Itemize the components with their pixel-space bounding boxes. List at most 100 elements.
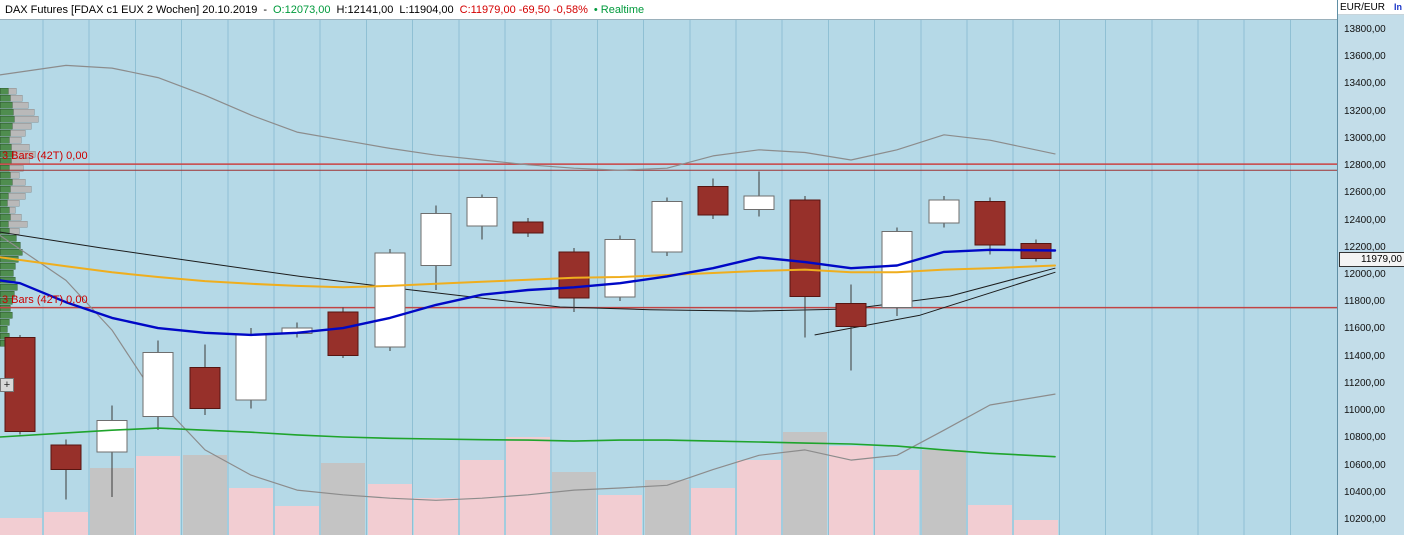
volume-bar [552, 472, 596, 535]
candle-up [604, 239, 636, 298]
price-axis-label: 10400,00 [1344, 486, 1386, 498]
volume-bar [0, 518, 42, 535]
price-axis-label: 13800,00 [1344, 24, 1386, 35]
volume-profile-bar-gray [0, 192, 26, 200]
candle-up [142, 352, 174, 418]
candle-up [651, 201, 683, 253]
volume-profile-bar-green [0, 276, 16, 284]
volume-profile-bar-gray [0, 220, 28, 228]
high-value: H:12141,00 [336, 3, 394, 16]
candle-up [420, 213, 452, 266]
candle-up [928, 199, 960, 224]
bollinger-upper-line [0, 64, 1056, 171]
price-axis-label: 10200,00 [1344, 514, 1386, 525]
volume-bar [875, 470, 919, 535]
volume-profile-bar-gray [0, 122, 32, 130]
last-price-value: 11979,00 [1361, 253, 1402, 265]
price-axis-label: 11800,00 [1344, 296, 1385, 308]
candle-up [96, 420, 128, 453]
volume-profile-bar-gray [0, 199, 20, 207]
volume-profile-bar-green [0, 227, 10, 235]
price-axis-label: 11400,00 [1344, 350, 1385, 362]
candle-down [835, 303, 867, 328]
price-axis-label: 12200,00 [1344, 241, 1386, 253]
volume-bar [414, 498, 458, 535]
volume-profile-bar-gray [0, 108, 35, 116]
candle-down [327, 311, 359, 356]
volume-bar [737, 460, 781, 535]
realtime-status: • Realtime [593, 3, 645, 16]
chart-area[interactable]: 3 Bars (42T) 0,00 3 Bars (42T) 0,00 + [0, 20, 1337, 535]
volume-profile-bar-green [0, 234, 17, 242]
title-separator: - [263, 3, 267, 16]
candle-up [374, 252, 406, 348]
candle-up [881, 230, 913, 309]
bollinger-lower-line [0, 234, 1056, 501]
price-axis-label: 11600,00 [1344, 323, 1385, 335]
volume-profile-bar-gray [0, 129, 26, 137]
low-value: L:11904,00 [399, 3, 454, 16]
volume-profile-bar-gray [0, 101, 29, 109]
volume-profile-bar-green [0, 185, 11, 193]
price-axis-label: 11200,00 [1344, 377, 1385, 389]
candle-down [50, 444, 82, 471]
volume-profile-bar-gray [0, 185, 32, 193]
volume-profile-bar-green [0, 269, 14, 277]
expand-profile-button[interactable]: + [0, 378, 14, 392]
price-axis-label: 12400,00 [1344, 214, 1386, 226]
volume-bar [829, 446, 873, 535]
volume-bar [645, 480, 689, 535]
price-axis-label: 11000,00 [1344, 405, 1385, 417]
close-change-value: C:11979,00 -69,50 -0,58% [459, 3, 588, 16]
trend-line-a [0, 231, 1056, 312]
volume-profile-bar-gray [0, 150, 36, 158]
volume-profile-bar-green [0, 171, 11, 179]
volume-profile-bar-green [0, 178, 13, 186]
price-axis-label: 13200,00 [1344, 105, 1386, 117]
volume-bar [598, 495, 642, 535]
volume-profile-bar-gray [0, 94, 23, 102]
price-axis-label: 12000,00 [1344, 269, 1386, 280]
candle-down [697, 186, 729, 216]
volume-bar [922, 450, 966, 535]
volume-profile-bar-green [0, 122, 13, 130]
volume-profile-bar-gray [0, 136, 22, 144]
volume-profile-bar-green [0, 164, 10, 172]
axis-label-list: 13800,00 13600,00 13400,00 13200,00 13000,00… [1338, 0, 1404, 535]
volume-profile-bar-green [0, 108, 14, 116]
candle-down [974, 201, 1006, 246]
volume-bar [44, 512, 88, 535]
volume-profile-bar-green [0, 192, 9, 200]
volume-profile-bar-gray [0, 178, 26, 186]
volume-bar [229, 488, 273, 535]
volume-bar [136, 456, 180, 535]
volume-profile-bar-gray [0, 213, 22, 221]
candle-up [466, 196, 498, 227]
info-icon: In [1394, 2, 1402, 12]
candle-down [789, 199, 821, 298]
volume-profile-bar-green [0, 136, 10, 144]
price-axis-label: 13000,00 [1344, 132, 1386, 144]
price-axis[interactable]: EUR/EUR In 13800,00 13600,00 13400,00 13200… [1337, 0, 1404, 535]
volume-profile-bar-green [0, 101, 13, 109]
volume-profile-bar-green [0, 115, 15, 123]
axis-header: EUR/EUR In [1338, 0, 1404, 15]
indicator-label-upper: 3 Bars (42T) 0,00 [2, 150, 88, 163]
chart-canvas [0, 20, 1337, 535]
last-price-marker: 11979,00 [1339, 251, 1404, 267]
volume-profile-bar-green [0, 248, 23, 256]
volume-profile-bar-green [0, 290, 15, 298]
volume-profile-bar-green [0, 262, 16, 270]
volume-profile-bar-green [0, 199, 8, 207]
volume-profile-bar-gray [0, 115, 39, 123]
blue-moving-average [0, 248, 1057, 337]
price-axis-label: 10600,00 [1344, 459, 1386, 471]
chart-title-bar: DAX Futures [FDAX c1 EUX 2 Wochen] 20.10… [0, 0, 1337, 20]
open-value: O:12073,00 [272, 3, 331, 16]
volume-bar [783, 432, 827, 535]
volume-bar [968, 505, 1012, 535]
trend-line-b [814, 271, 1056, 336]
price-axis-label: 12600,00 [1344, 187, 1386, 199]
candle-up [235, 334, 267, 401]
